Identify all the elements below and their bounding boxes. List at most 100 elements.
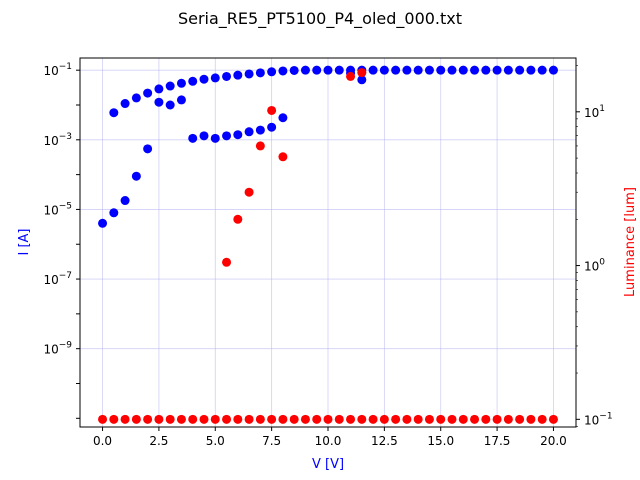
data-points bbox=[98, 65, 558, 424]
y-tick-label: 10−1 bbox=[43, 62, 72, 78]
current-point bbox=[233, 70, 243, 80]
current-point bbox=[233, 130, 243, 140]
luminance-point bbox=[278, 414, 288, 424]
current-point bbox=[255, 125, 265, 135]
current-point bbox=[222, 71, 232, 81]
current-point bbox=[176, 95, 186, 105]
current-point bbox=[289, 65, 299, 75]
current-point bbox=[131, 93, 141, 103]
luminance-point bbox=[289, 414, 299, 424]
current-point bbox=[537, 65, 547, 75]
current-point bbox=[458, 65, 468, 75]
luminance-point bbox=[109, 414, 119, 424]
luminance-point bbox=[413, 414, 423, 424]
luminance-point bbox=[222, 414, 232, 424]
current-point bbox=[267, 122, 277, 132]
luminance-point bbox=[391, 414, 401, 424]
y2-axis-label: Luminance [lum] bbox=[623, 187, 638, 297]
x-tick-label: 12.5 bbox=[371, 434, 398, 448]
current-point bbox=[526, 65, 536, 75]
current-point bbox=[379, 65, 389, 75]
y2-tick-label: 101 bbox=[584, 104, 605, 120]
current-point bbox=[120, 196, 130, 206]
x-tick-label: 15.0 bbox=[427, 434, 454, 448]
luminance-point bbox=[346, 71, 356, 81]
luminance-point bbox=[267, 414, 277, 424]
luminance-point bbox=[120, 414, 130, 424]
current-point bbox=[143, 144, 153, 154]
luminance-point bbox=[143, 414, 153, 424]
luminance-point bbox=[368, 414, 378, 424]
luminance-point bbox=[492, 414, 502, 424]
luminance-point bbox=[402, 414, 412, 424]
luminance-point bbox=[255, 141, 265, 151]
y-axis-ticks: 10−1 10−3 10−5 10−7 10−9 bbox=[43, 62, 80, 419]
current-point bbox=[402, 65, 412, 75]
luminance-point bbox=[255, 414, 265, 424]
luminance-point bbox=[548, 414, 558, 424]
luminance-point bbox=[379, 414, 389, 424]
current-point bbox=[413, 65, 423, 75]
current-point bbox=[222, 131, 232, 141]
current-point bbox=[176, 78, 186, 88]
current-point bbox=[199, 74, 209, 84]
y-tick-label: 10−7 bbox=[43, 271, 72, 287]
current-point bbox=[278, 66, 288, 76]
current-point bbox=[210, 133, 220, 143]
luminance-point bbox=[300, 414, 310, 424]
current-point bbox=[244, 127, 254, 137]
current-point bbox=[255, 68, 265, 78]
luminance-point bbox=[131, 414, 141, 424]
current-point bbox=[368, 65, 378, 75]
luminance-point bbox=[312, 414, 322, 424]
luminance-point bbox=[244, 187, 254, 197]
current-point bbox=[312, 65, 322, 75]
luminance-point bbox=[222, 257, 232, 267]
current-point bbox=[267, 67, 277, 77]
y-tick-label: 10−5 bbox=[43, 201, 72, 217]
x-axis-label: V [V] bbox=[312, 457, 344, 472]
current-point bbox=[447, 65, 457, 75]
x-tick-label: 10.0 bbox=[315, 434, 342, 448]
current-point bbox=[188, 133, 198, 143]
luminance-point bbox=[424, 414, 434, 424]
y2-axis-ticks: 101 100 10−1 bbox=[576, 65, 613, 427]
luminance-point bbox=[278, 152, 288, 162]
luminance-point bbox=[470, 414, 480, 424]
current-point bbox=[436, 65, 446, 75]
current-point bbox=[481, 65, 491, 75]
luminance-point bbox=[503, 414, 513, 424]
grid bbox=[80, 58, 576, 427]
current-point bbox=[120, 99, 130, 109]
current-point bbox=[300, 65, 310, 75]
chart-title: Seria_RE5_PT5100_P4_oled_000.txt bbox=[178, 9, 462, 29]
current-point bbox=[165, 100, 175, 110]
current-point bbox=[188, 76, 198, 86]
current-point bbox=[165, 81, 175, 91]
luminance-point bbox=[199, 414, 209, 424]
y2-tick-label: 100 bbox=[584, 258, 605, 274]
luminance-point bbox=[154, 414, 164, 424]
luminance-point bbox=[188, 414, 198, 424]
luminance-point bbox=[357, 68, 367, 78]
luminance-point bbox=[458, 414, 468, 424]
current-point bbox=[131, 171, 141, 181]
luminance-point bbox=[210, 414, 220, 424]
x-tick-label: 20.0 bbox=[540, 434, 567, 448]
current-point bbox=[357, 75, 367, 85]
luminance-point bbox=[176, 414, 186, 424]
x-tick-label: 7.5 bbox=[262, 434, 281, 448]
x-axis-ticks: 0.0 2.5 5.0 7.5 10.0 12.5 15.0 17.5 20.0 bbox=[93, 427, 567, 448]
luminance-point bbox=[447, 414, 457, 424]
x-tick-label: 2.5 bbox=[149, 434, 168, 448]
current-point bbox=[98, 218, 108, 228]
y-tick-label: 10−9 bbox=[43, 341, 72, 357]
y2-tick-label: 10−1 bbox=[584, 411, 613, 427]
current-point bbox=[334, 65, 344, 75]
y-tick-label: 10−3 bbox=[43, 132, 72, 148]
current-point bbox=[548, 65, 558, 75]
x-tick-label: 0.0 bbox=[93, 434, 112, 448]
luminance-point bbox=[98, 414, 108, 424]
current-point bbox=[154, 97, 164, 107]
